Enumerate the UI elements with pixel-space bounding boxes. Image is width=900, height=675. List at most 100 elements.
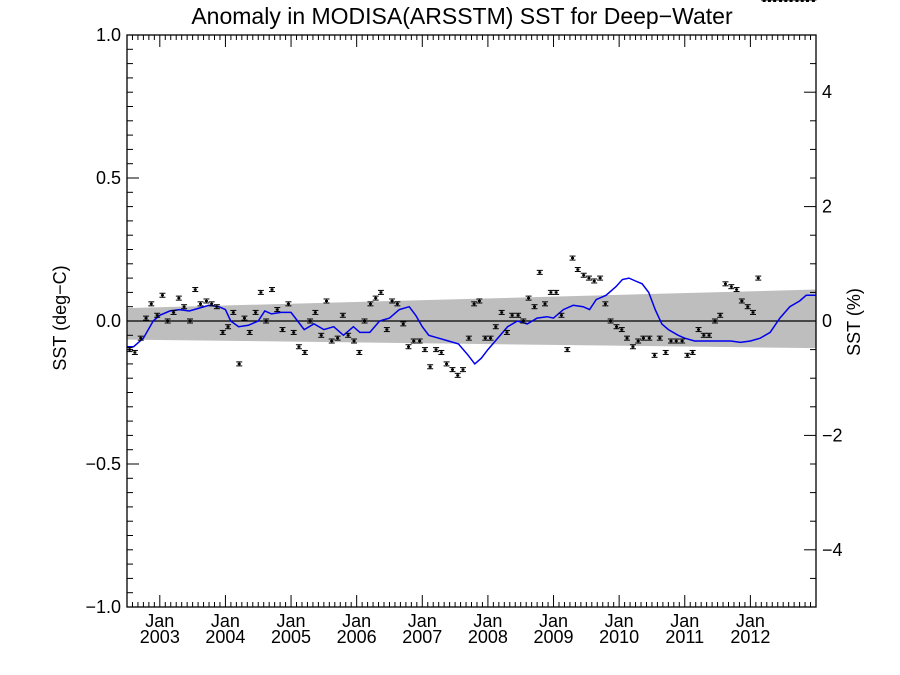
data-point-marker bbox=[450, 368, 454, 371]
data-point-marker bbox=[368, 302, 372, 305]
anomaly-point bbox=[307, 318, 314, 324]
data-point-marker bbox=[160, 294, 164, 297]
data-point-marker bbox=[587, 277, 591, 280]
x-tick-label-year: 2006 bbox=[337, 627, 377, 647]
y2-tick-label: 0 bbox=[822, 311, 832, 331]
data-point-marker bbox=[538, 271, 542, 274]
anomaly-point bbox=[334, 335, 341, 341]
anomaly-point bbox=[782, 0, 789, 2]
data-point-marker bbox=[636, 340, 640, 343]
x-tick-label-month: Jan bbox=[408, 611, 437, 631]
anomaly-point bbox=[443, 361, 450, 367]
anomaly-point bbox=[225, 324, 232, 330]
anomaly-point bbox=[241, 315, 248, 321]
data-point-marker bbox=[467, 337, 471, 340]
y2-tick-label: 2 bbox=[822, 197, 832, 217]
y2-tick-label: −2 bbox=[822, 425, 843, 445]
data-point-marker bbox=[576, 268, 580, 271]
data-point-marker bbox=[172, 311, 176, 314]
anomaly-point bbox=[547, 289, 554, 295]
smoothed-series-line bbox=[127, 277, 816, 365]
data-point-marker bbox=[133, 351, 137, 354]
data-point-marker bbox=[407, 345, 411, 348]
x-tick-label-month: Jan bbox=[473, 611, 502, 631]
anomaly-point bbox=[804, 0, 811, 2]
data-point-marker bbox=[543, 302, 547, 305]
data-point-marker bbox=[428, 365, 432, 368]
data-point-marker bbox=[805, 0, 809, 2]
anomaly-point bbox=[651, 352, 658, 358]
anomaly-point bbox=[459, 367, 466, 373]
data-point-marker bbox=[713, 320, 717, 322]
data-point-marker bbox=[746, 305, 750, 308]
anomaly-point bbox=[208, 301, 215, 307]
data-point-marker bbox=[144, 317, 148, 320]
anomaly-point bbox=[367, 301, 374, 307]
data-point-marker bbox=[166, 320, 170, 322]
data-point-marker bbox=[374, 297, 378, 300]
data-point-marker bbox=[489, 337, 493, 340]
anomaly-points-layer bbox=[126, 0, 817, 378]
data-point-marker bbox=[483, 337, 487, 340]
data-point-marker bbox=[653, 354, 657, 357]
anomaly-point bbox=[569, 255, 576, 261]
data-point-marker bbox=[631, 345, 635, 348]
anomaly-point bbox=[143, 315, 150, 321]
data-point-marker bbox=[784, 0, 788, 2]
data-point-marker bbox=[264, 320, 268, 322]
x-tick-label-month: Jan bbox=[736, 611, 765, 631]
y-axis-label: SST (deg−C) bbox=[50, 265, 70, 370]
anomaly-point bbox=[597, 275, 604, 281]
anomaly-point bbox=[263, 318, 270, 324]
anomaly-point bbox=[656, 335, 663, 341]
data-point-marker bbox=[379, 291, 383, 294]
anomaly-point bbox=[219, 329, 226, 335]
data-point-marker bbox=[641, 337, 645, 340]
anomaly-point bbox=[689, 349, 696, 355]
data-point-marker bbox=[188, 320, 192, 322]
data-point-marker bbox=[598, 277, 602, 280]
anomaly-point bbox=[487, 335, 494, 341]
anomaly-point bbox=[197, 301, 204, 307]
anomaly-point bbox=[618, 327, 625, 333]
x-tick-label-month: Jan bbox=[342, 611, 371, 631]
anomaly-point bbox=[279, 327, 286, 333]
data-point-marker bbox=[735, 288, 739, 291]
data-point-marker bbox=[707, 334, 711, 337]
data-point-marker bbox=[723, 282, 727, 285]
anomaly-point bbox=[476, 298, 483, 304]
data-point-marker bbox=[395, 302, 399, 305]
data-point-marker bbox=[346, 334, 350, 337]
anomaly-point bbox=[454, 372, 461, 378]
data-point-marker bbox=[767, 0, 771, 2]
data-point-marker bbox=[198, 302, 202, 305]
trend-band bbox=[127, 289, 816, 349]
anomaly-point bbox=[131, 349, 138, 355]
anomaly-point bbox=[236, 361, 243, 367]
data-point-marker bbox=[527, 297, 531, 300]
y-tick-label: 0.0 bbox=[96, 311, 121, 331]
data-point-marker bbox=[363, 320, 367, 322]
data-point-marker bbox=[751, 311, 755, 314]
anomaly-point bbox=[318, 332, 325, 338]
data-point-marker bbox=[697, 328, 701, 331]
x-tick-label-year: 2012 bbox=[730, 627, 770, 647]
anomaly-point bbox=[427, 364, 434, 370]
data-point-marker bbox=[685, 354, 689, 357]
data-point-marker bbox=[811, 0, 815, 2]
anomaly-point bbox=[405, 344, 412, 350]
data-point-marker bbox=[193, 288, 197, 291]
anomaly-point bbox=[394, 301, 401, 307]
x-tick-label-month: Jan bbox=[605, 611, 634, 631]
anomaly-point bbox=[793, 0, 800, 2]
anomaly-point bbox=[733, 287, 740, 293]
anomaly-point bbox=[635, 338, 642, 344]
data-point-marker bbox=[254, 311, 258, 314]
data-point-marker bbox=[221, 331, 225, 334]
data-point-marker bbox=[729, 285, 733, 288]
data-point-marker bbox=[532, 305, 536, 308]
data-point-marker bbox=[609, 320, 613, 322]
data-point-marker bbox=[647, 337, 651, 340]
anomaly-point bbox=[585, 275, 592, 281]
anomaly-point bbox=[640, 335, 647, 341]
